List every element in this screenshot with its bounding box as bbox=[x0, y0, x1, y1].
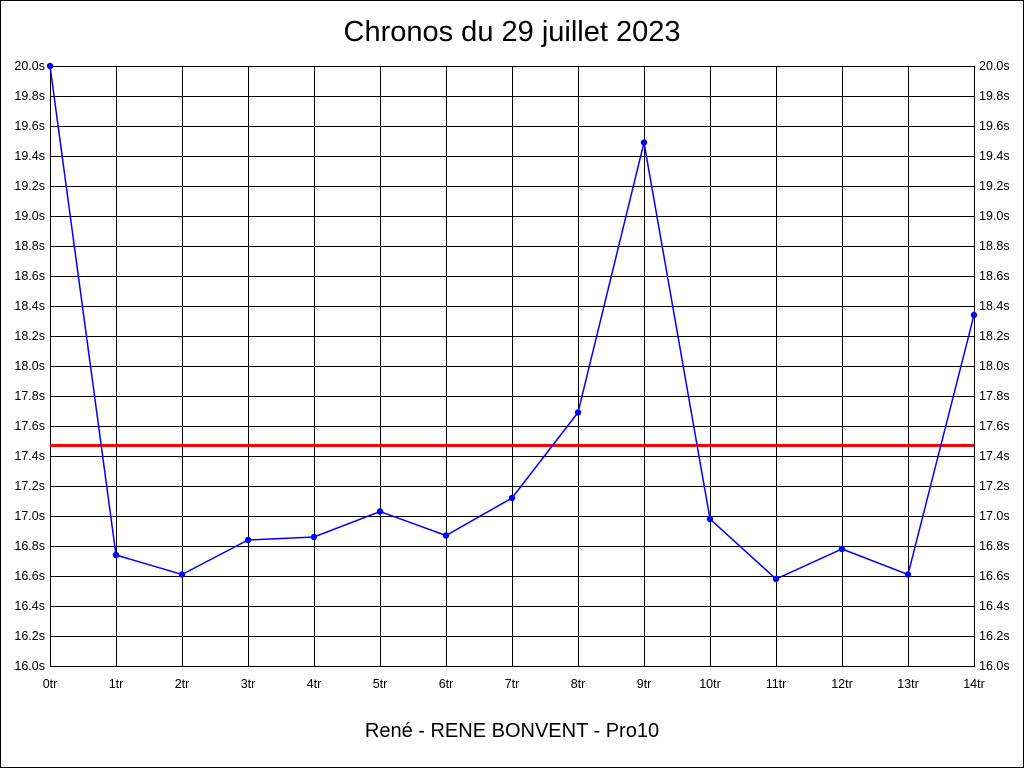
data-point bbox=[310, 533, 318, 541]
y-tick-label-right: 16.6s bbox=[979, 569, 1010, 583]
y-tick-label-right: 17.8s bbox=[979, 389, 1010, 403]
y-ticks-right: 16.0s 16.2s 16.4s 16.6s 16.8s 17.0s 17.2s 17.4s… bbox=[979, 59, 1010, 673]
grid bbox=[50, 66, 975, 667]
y-tick-label-right: 19.4s bbox=[979, 149, 1010, 163]
y-tick-label-left: 19.6s bbox=[14, 119, 45, 133]
y-tick-label-right: 16.2s bbox=[979, 629, 1010, 643]
x-tick-label: 8tr bbox=[571, 677, 586, 691]
y-tick-label-right: 17.2s bbox=[979, 479, 1010, 493]
y-tick-label-left: 16.0s bbox=[14, 659, 45, 673]
y-tick-label-right: 19.2s bbox=[979, 179, 1010, 193]
y-tick-label-right: 18.0s bbox=[979, 359, 1010, 373]
y-tick-label-left: 17.2s bbox=[14, 479, 45, 493]
y-tick-label-left: 18.8s bbox=[14, 239, 45, 253]
y-tick-label-left: 18.6s bbox=[14, 269, 45, 283]
y-tick-label-left: 16.4s bbox=[14, 599, 45, 613]
x-tick-label: 2tr bbox=[175, 677, 190, 691]
y-tick-label-left: 19.0s bbox=[14, 209, 45, 223]
data-point bbox=[178, 571, 186, 578]
x-tick-label: 0tr bbox=[43, 677, 58, 691]
x-tick-label: 5tr bbox=[373, 677, 388, 691]
y-tick-label-right: 18.4s bbox=[979, 299, 1010, 313]
y-tick-label-left: 19.4s bbox=[14, 149, 45, 163]
data-point bbox=[376, 508, 384, 515]
data-point bbox=[442, 532, 450, 539]
x-tick-label: 9tr bbox=[637, 677, 652, 691]
data-point bbox=[640, 139, 648, 146]
y-tick-label-left: 17.0s bbox=[14, 509, 45, 523]
chart-subtitle: René - RENE BONVENT - Pro10 bbox=[364, 720, 660, 742]
y-tick-label-left: 18.4s bbox=[14, 299, 45, 313]
plot-border bbox=[50, 66, 975, 667]
x-tick-label: 10tr bbox=[699, 677, 721, 691]
data-point bbox=[904, 571, 912, 578]
y-tick-label-left: 17.8s bbox=[14, 389, 45, 403]
y-ticks-left: 16.0s 16.2s 16.4s 16.6s 16.8s 17.0s 17.2s 17.4s… bbox=[14, 59, 45, 673]
series-points bbox=[46, 62, 978, 583]
y-tick-label-right: 18.2s bbox=[979, 329, 1010, 343]
y-tick-label-right: 16.0s bbox=[979, 659, 1010, 673]
y-tick-label-right: 20.0s bbox=[979, 59, 1010, 73]
y-tick-label-right: 18.8s bbox=[979, 239, 1010, 253]
y-tick-label-right: 19.6s bbox=[979, 119, 1010, 133]
x-tick-label: 3tr bbox=[241, 677, 256, 691]
x-tick-label: 14tr bbox=[963, 677, 985, 691]
y-tick-label-right: 16.8s bbox=[979, 539, 1010, 553]
y-tick-label-left: 20.0s bbox=[14, 59, 45, 73]
y-tick-label-left: 18.2s bbox=[14, 329, 45, 343]
data-point bbox=[574, 409, 582, 416]
data-point bbox=[970, 311, 978, 319]
data-point bbox=[46, 62, 54, 70]
x-tick-label: 7tr bbox=[505, 677, 520, 691]
data-point bbox=[772, 575, 780, 583]
y-tick-label-left: 16.8s bbox=[14, 539, 45, 553]
chart-title: Chronos du 29 juillet 2023 bbox=[343, 16, 681, 48]
y-tick-label-right: 17.0s bbox=[979, 509, 1010, 523]
data-point bbox=[508, 494, 516, 502]
y-tick-label-left: 16.6s bbox=[14, 569, 45, 583]
y-tick-label-right: 16.4s bbox=[979, 599, 1010, 613]
data-point bbox=[706, 515, 714, 523]
data-point bbox=[838, 545, 846, 553]
x-tick-label: 11tr bbox=[766, 677, 787, 691]
x-tick-label: 4tr bbox=[307, 677, 322, 691]
y-tick-label-right: 19.0s bbox=[979, 209, 1010, 223]
y-tick-label-right: 17.4s bbox=[979, 449, 1010, 463]
x-tick-label: 13tr bbox=[897, 677, 919, 691]
y-tick-label-left: 18.0s bbox=[14, 359, 45, 373]
y-tick-label-left: 17.4s bbox=[14, 449, 45, 463]
data-point bbox=[112, 551, 120, 559]
y-tick-label-left: 19.8s bbox=[14, 89, 45, 103]
y-tick-label-right: 18.6s bbox=[979, 269, 1010, 283]
y-tick-label-right: 17.6s bbox=[979, 419, 1010, 433]
y-tick-label-left: 19.2s bbox=[14, 179, 45, 193]
x-tick-label: 6tr bbox=[439, 677, 454, 691]
data-point bbox=[244, 536, 252, 544]
x-tick-label: 1tr bbox=[109, 677, 124, 691]
y-tick-label-left: 17.6s bbox=[14, 419, 45, 433]
y-tick-label-right: 19.8s bbox=[979, 89, 1010, 103]
x-ticks: 0tr 1tr 2tr 3tr 4tr 5tr 6tr 7tr 8tr 9tr 10tr 11tr 12… bbox=[43, 677, 985, 691]
x-tick-label: 12tr bbox=[831, 677, 853, 691]
y-tick-label-left: 16.2s bbox=[14, 629, 45, 643]
